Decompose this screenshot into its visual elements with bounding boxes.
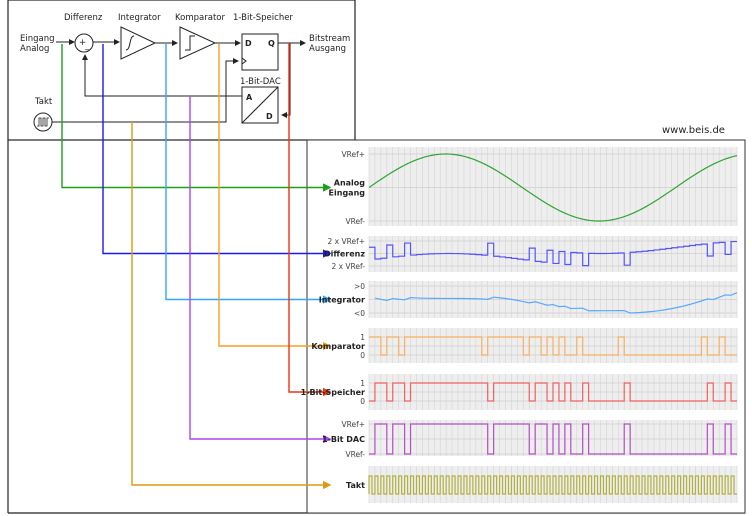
minus-sign: _	[84, 41, 90, 51]
difference-label: Differenz	[64, 13, 103, 23]
plus-sign: +	[79, 38, 86, 48]
comparator-symbol	[179, 26, 217, 60]
output-label: Bitstream	[309, 34, 350, 44]
panel-top-label: VRef+	[341, 420, 365, 429]
panel-top-label: VRef+	[341, 150, 365, 159]
panel-bottom-label: 0	[360, 351, 365, 360]
panel-top-label: >0	[354, 282, 365, 291]
latch-block	[241, 33, 279, 71]
difference-node	[74, 33, 94, 53]
latch-label: 1-Bit-Speicher	[233, 13, 293, 23]
panel-top-label: 1	[360, 379, 365, 388]
connector-comp	[218, 44, 332, 351]
panel-label: 1-Bit DAC	[322, 435, 365, 444]
output-label-2: Ausgang	[309, 44, 346, 54]
panel-label: Integrator	[319, 296, 365, 305]
comparator-label: Komparator	[175, 13, 225, 23]
clock-label: Takt	[34, 97, 53, 107]
latch-q: Q	[268, 39, 275, 48]
watermark: www.beis.de	[662, 125, 725, 136]
panel-top-label: 2 x VRef+	[327, 237, 365, 246]
signal-trace-dac	[369, 423, 737, 455]
panel-label: Differenz	[324, 250, 365, 259]
panel-bottom-label: 0	[360, 397, 365, 406]
panel-label: Takt	[346, 481, 365, 490]
input-label: Eingang	[20, 34, 55, 44]
signal-trace-clock	[368, 475, 737, 495]
connector-analog	[61, 44, 332, 192]
dac-label: 1-Bit-DAC	[240, 77, 281, 87]
connector-integ	[165, 44, 332, 304]
panel-bottom-label: 2 x VRef-	[331, 262, 365, 271]
signal-trace-latch	[369, 382, 737, 402]
panel-dac: 1-Bit DAC VRef+ VRef-	[322, 420, 738, 459]
latch-d: D	[245, 39, 252, 48]
signal-trace-comp	[369, 336, 737, 356]
connector-dac	[189, 96, 332, 444]
block-diagram-frame	[7, 0, 356, 141]
panel-bottom-label: <0	[354, 309, 365, 318]
integrator-label: Integrator	[118, 13, 161, 23]
panel-diff: Differenz 2 x VRef+ 2 x VRef-	[324, 236, 738, 272]
dac-a: A	[246, 93, 253, 102]
panel-label: Komparator	[311, 342, 365, 351]
panel-label: Eingang	[329, 189, 366, 198]
input-label-2: Analog	[20, 44, 49, 54]
connector-clock	[131, 122, 332, 490]
signal-trace-diff	[369, 240, 737, 267]
signal-trace-analog	[368, 153, 738, 222]
panel-bottom-label: VRef-	[345, 450, 365, 459]
panel-top-label: 1	[360, 333, 365, 342]
integrator-symbol	[120, 26, 157, 60]
panel-label: 1-Bit-Speicher	[301, 388, 365, 397]
signal-trace-integ	[374, 292, 738, 314]
panel-bottom-label: VRef-	[345, 217, 365, 226]
panel-clock: Takt	[346, 466, 738, 503]
connector-diff	[102, 44, 332, 258]
connector-latch	[288, 43, 332, 397]
dac-d: D	[266, 112, 273, 121]
panel-integ: Integrator >0 <0	[319, 281, 738, 318]
panel-label: Analog	[334, 179, 366, 188]
